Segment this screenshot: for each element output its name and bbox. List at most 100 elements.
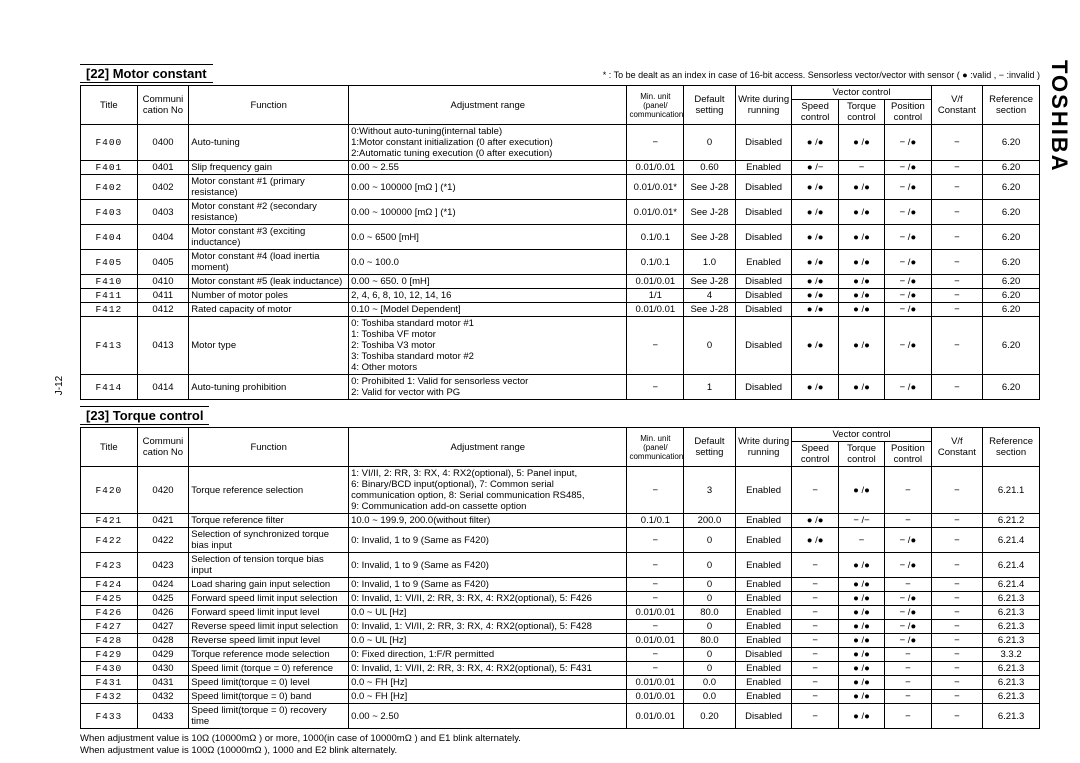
cell-write: Disabled (735, 275, 792, 289)
cell-speed: ● /● (792, 275, 838, 289)
cell-def: See J-28 (684, 225, 736, 250)
cell-def: 200.0 (684, 514, 736, 528)
th-vc-group: Vector control (792, 86, 931, 100)
cell-def: See J-28 (684, 200, 736, 225)
cell-comm: 0411 (137, 289, 189, 303)
cell-torque: ● /● (838, 592, 884, 606)
cell-ref: 6.20 (983, 225, 1040, 250)
table-row: F4040404Motor constant #3 (exciting indu… (81, 225, 1040, 250)
cell-func: Speed limit(torque = 0) level (189, 676, 349, 690)
th-comm: Communi cation No (137, 428, 189, 467)
table-row: F4270427Reverse speed limit input select… (81, 620, 1040, 634)
cell-vf: − (931, 620, 983, 634)
cell-vf: − (931, 225, 983, 250)
cell-ref: 6.21.2 (983, 514, 1040, 528)
cell-comm: 0433 (137, 704, 189, 729)
cell-def: 0 (684, 662, 736, 676)
cell-comm: 0401 (137, 161, 189, 175)
cell-func: Rated capacity of motor (189, 303, 349, 317)
cell-speed: − (792, 553, 838, 578)
cell-write: Enabled (735, 528, 792, 553)
cell-torque: ● /● (838, 676, 884, 690)
cell-min: 0.01/0.01 (627, 704, 684, 729)
cell-torque: ● /● (838, 606, 884, 620)
cell-ref: 6.21.3 (983, 662, 1040, 676)
cell-title: F420 (81, 467, 138, 514)
cell-title: F412 (81, 303, 138, 317)
cell-torque: ● /● (838, 662, 884, 676)
cell-title: F403 (81, 200, 138, 225)
cell-torque: ● /● (838, 200, 884, 225)
table-row: F4260426Forward speed limit input level0… (81, 606, 1040, 620)
cell-vf: − (931, 648, 983, 662)
table-row: F4290429Torque reference mode selection0… (81, 648, 1040, 662)
table-23-body: F4200420Torque reference selection1: VI/… (81, 467, 1040, 729)
cell-def: 0 (684, 553, 736, 578)
cell-speed: − (792, 676, 838, 690)
table-22-body: F4000400Auto-tuning0:Without auto-tuning… (81, 125, 1040, 400)
cell-title: F424 (81, 578, 138, 592)
cell-torque: ● /● (838, 125, 884, 161)
th-torque: Torque control (838, 100, 884, 125)
cell-vf: − (931, 553, 983, 578)
cell-write: Disabled (735, 289, 792, 303)
cell-adj: 10.0 ~ 199.9, 200.0(without filter) (349, 514, 627, 528)
cell-comm: 0405 (137, 250, 189, 275)
cell-min: 0.01/0.01 (627, 275, 684, 289)
cell-ref: 6.20 (983, 250, 1040, 275)
cell-vf: − (931, 250, 983, 275)
cell-comm: 0420 (137, 467, 189, 514)
th-ref: Reference section (983, 428, 1040, 467)
cell-ref: 6.21.3 (983, 634, 1040, 648)
cell-write: Enabled (735, 620, 792, 634)
cell-adj: 0: Toshiba standard motor #1 1: Toshiba … (349, 317, 627, 375)
cell-write: Enabled (735, 514, 792, 528)
section-22-header: [22] Motor constant * : To be dealt as a… (80, 64, 1040, 83)
cell-adj: 0.00 ~ 100000 [mΩ ] (*1) (349, 200, 627, 225)
cell-write: Disabled (735, 648, 792, 662)
cell-comm: 0404 (137, 225, 189, 250)
cell-def: 1 (684, 375, 736, 400)
cell-write: Disabled (735, 225, 792, 250)
cell-torque: ● /● (838, 467, 884, 514)
cell-torque: ● /● (838, 225, 884, 250)
table-row: F4200420Torque reference selection1: VI/… (81, 467, 1040, 514)
cell-speed: − (792, 606, 838, 620)
cell-title: F410 (81, 275, 138, 289)
cell-title: F413 (81, 317, 138, 375)
cell-min: − (627, 620, 684, 634)
cell-ref: 6.20 (983, 125, 1040, 161)
legend-note: * : To be dealt as an index in case of 1… (603, 70, 1040, 80)
page-number: J-12 (54, 376, 65, 395)
cell-vf: − (931, 528, 983, 553)
cell-pos: − (885, 578, 931, 592)
cell-speed: ● /● (792, 175, 838, 200)
cell-ref: 6.21.3 (983, 704, 1040, 729)
cell-adj: 0.0 ~ FH [Hz] (349, 690, 627, 704)
cell-adj: 0.00 ~ 2.50 (349, 704, 627, 729)
th-vf: V/f Constant (931, 86, 983, 125)
cell-title: F429 (81, 648, 138, 662)
cell-ref: 6.21.3 (983, 592, 1040, 606)
cell-min: 0.01/0.01* (627, 200, 684, 225)
cell-adj: 0.0 ~ 6500 [mH] (349, 225, 627, 250)
table-row: F4010401Slip frequency gain0.00 ~ 2.550.… (81, 161, 1040, 175)
cell-def: 0 (684, 578, 736, 592)
table-row: F4210421Torque reference filter10.0 ~ 19… (81, 514, 1040, 528)
cell-vf: − (931, 514, 983, 528)
cell-pos: − /● (885, 528, 931, 553)
cell-func: Slip frequency gain (189, 161, 349, 175)
cell-pos: − (885, 467, 931, 514)
cell-comm: 0402 (137, 175, 189, 200)
cell-ref: 6.21.3 (983, 676, 1040, 690)
th-pos: Position control (885, 442, 931, 467)
cell-write: Disabled (735, 125, 792, 161)
cell-def: 0.0 (684, 690, 736, 704)
cell-vf: − (931, 467, 983, 514)
section-22-title: [22] Motor constant (80, 64, 213, 83)
cell-ref: 6.21.4 (983, 553, 1040, 578)
table-row: F4250425Forward speed limit input select… (81, 592, 1040, 606)
cell-title: F425 (81, 592, 138, 606)
cell-def: 4 (684, 289, 736, 303)
table-row: F4120412Rated capacity of motor0.10 ~ [M… (81, 303, 1040, 317)
